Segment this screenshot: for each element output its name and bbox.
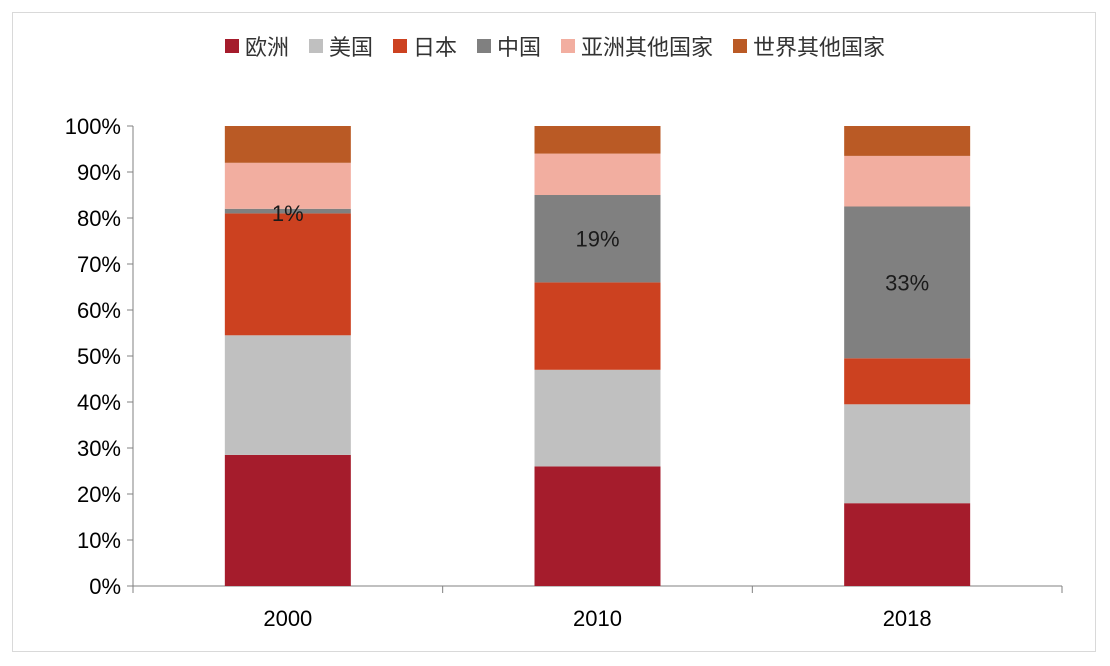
y-tick-label: 60% [77, 298, 121, 323]
bar-segment [534, 282, 661, 370]
legend-label: 日本 [412, 36, 457, 61]
y-tick-label: 90% [77, 160, 121, 185]
bar-segment [224, 335, 351, 455]
bar-segment [534, 126, 661, 154]
legend-item: 美国 [308, 30, 373, 62]
bar-segment [534, 195, 661, 283]
legend-label: 欧洲 [244, 36, 289, 61]
y-tick-label: 30% [77, 436, 121, 461]
data-label: 33% [885, 270, 929, 295]
x-tick-label: 2000 [263, 606, 312, 631]
y-tick-label: 100% [65, 114, 121, 139]
bar-segment [534, 466, 661, 586]
legend-swatch [308, 39, 323, 53]
legend-item: 中国 [477, 30, 541, 62]
legend-label: 亚洲其他国家 [581, 36, 714, 61]
legend-label: 美国 [328, 36, 373, 61]
x-tick-label: 2018 [883, 606, 932, 631]
bar-segment [534, 369, 661, 467]
bar-segment [844, 155, 971, 207]
chart-legend: 欧洲 美国 日本 中国 亚洲其他国家 世界其他国家 [0, 30, 1110, 62]
y-tick-label: 70% [77, 252, 121, 277]
legend-swatch [733, 39, 748, 53]
legend-swatch [224, 39, 239, 53]
bar-segment [844, 503, 971, 586]
legend-item: 世界其他国家 [733, 30, 885, 62]
legend-swatch [392, 39, 407, 53]
bar-segment [224, 213, 351, 336]
bar-segment [844, 206, 971, 359]
legend-item: 欧洲 [224, 30, 289, 62]
y-tick-label: 0% [89, 574, 121, 599]
legend-label: 中国 [497, 36, 542, 61]
data-label: 1% [272, 201, 304, 226]
bar-segment [224, 208, 351, 214]
legend-item: 亚洲其他国家 [561, 30, 713, 62]
bar-segment [844, 404, 971, 504]
legend-swatch [561, 39, 576, 53]
bar-segment [224, 126, 351, 163]
data-label: 19% [575, 227, 619, 252]
x-tick-label: 2010 [573, 606, 622, 631]
y-tick-label: 20% [77, 482, 121, 507]
legend-swatch [477, 39, 491, 53]
y-tick-label: 40% [77, 390, 121, 415]
bar-segment [844, 358, 971, 405]
legend-label: 世界其他国家 [753, 36, 886, 61]
bar-segment [844, 126, 971, 156]
y-tick-label: 10% [77, 528, 121, 553]
bar-segment [224, 162, 351, 209]
bar-segment [224, 454, 351, 586]
y-tick-label: 80% [77, 206, 121, 231]
y-tick-label: 50% [77, 344, 121, 369]
legend-item: 日本 [392, 30, 457, 62]
bar-segment [534, 153, 661, 195]
